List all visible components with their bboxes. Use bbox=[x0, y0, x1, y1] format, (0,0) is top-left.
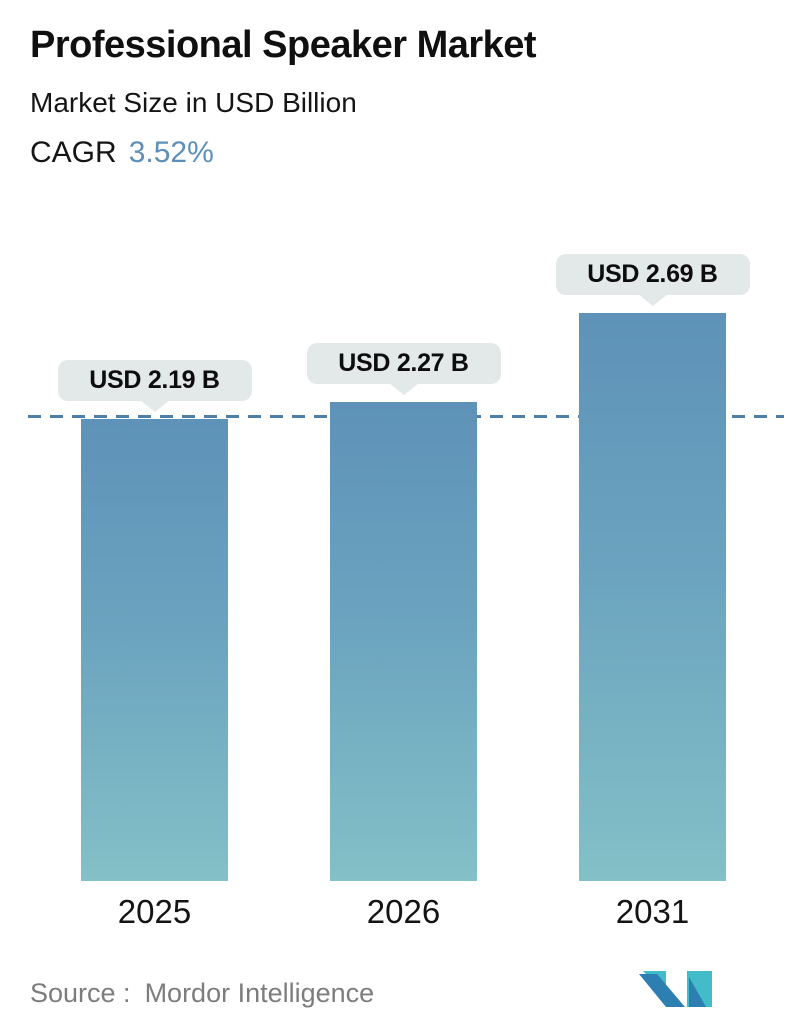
mordor-intelligence-logo bbox=[639, 971, 712, 1007]
value-tooltip-text: USD 2.27 B bbox=[338, 349, 469, 377]
value-tooltip-2025: USD 2.19 B bbox=[57, 360, 252, 412]
logo-blue-band bbox=[639, 974, 685, 1007]
value-tooltip-text: USD 2.69 B bbox=[587, 260, 718, 288]
value-tooltip-text: USD 2.19 B bbox=[89, 366, 220, 394]
tooltip-pointer bbox=[139, 400, 170, 412]
bar-2025 bbox=[81, 419, 228, 881]
x-axis-label-2026: 2026 bbox=[366, 893, 441, 930]
cagr-value: 3.52% bbox=[128, 136, 214, 169]
source-value: Mordor Intelligence bbox=[144, 978, 375, 1008]
value-tooltip-2026: USD 2.27 B bbox=[306, 343, 501, 395]
value-tooltip-2031: USD 2.69 B bbox=[555, 254, 750, 306]
cagr-row: CAGR 3.52% bbox=[30, 136, 214, 170]
bar-2026 bbox=[330, 402, 477, 881]
logo-blue-triangle bbox=[689, 977, 706, 1007]
chart-subtitle: Market Size in USD Billion bbox=[30, 87, 357, 118]
cagr-label: CAGR bbox=[30, 136, 117, 169]
tooltip-pointer bbox=[388, 383, 419, 395]
source-attribution: Source : Mordor Intelligence bbox=[30, 978, 374, 1009]
page-title: Professional Speaker Market bbox=[30, 24, 537, 66]
x-axis-label-2031: 2031 bbox=[615, 893, 690, 930]
tooltip-pointer bbox=[637, 294, 668, 306]
x-axis-label-2025: 2025 bbox=[117, 893, 192, 930]
bar-2031 bbox=[579, 313, 726, 881]
source-label: Source : bbox=[30, 978, 131, 1008]
